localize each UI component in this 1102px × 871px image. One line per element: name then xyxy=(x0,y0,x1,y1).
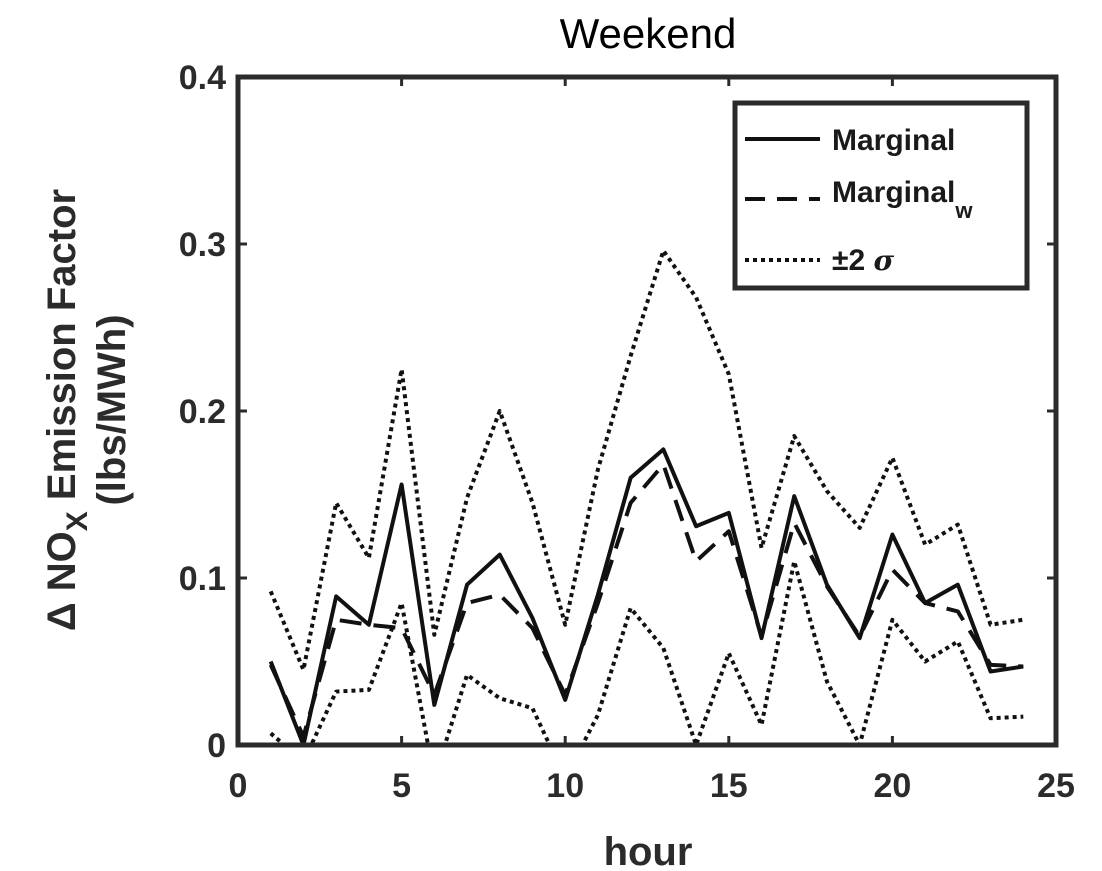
series-line-solid xyxy=(268,447,1024,745)
legend-label-sigma-main: ±2 xyxy=(832,244,873,277)
x-tick-label: 15 xyxy=(710,767,748,805)
y-tick-label: 0.3 xyxy=(179,226,226,264)
y-tick-label: 0.2 xyxy=(179,393,226,431)
legend-entry-marginal-w: Marginalw xyxy=(745,176,973,223)
ticks-layer: 0 5 10 15 20 25 0 0.1 0.2 0.3 0.4 xyxy=(179,59,1075,805)
y-tick-label: 0.4 xyxy=(179,59,226,97)
chart-title: Weekend xyxy=(560,10,737,57)
legend-label-marginal-w-main: Marginal xyxy=(832,176,955,209)
legend-box xyxy=(732,100,1030,291)
x-tick-label: 10 xyxy=(546,767,584,805)
legend-label-sigma: ±2 σ xyxy=(832,244,894,277)
legend-label-sigma-symbol: σ xyxy=(873,244,894,277)
legend-label-marginal: Marginal xyxy=(832,124,955,157)
series-line-dotted-lower xyxy=(269,559,1024,745)
series-line-dashed xyxy=(268,462,1024,739)
x-tick-label: 20 xyxy=(873,767,911,805)
y-axis-title-prefix: Δ NO xyxy=(40,531,84,631)
x-axis-title: hour xyxy=(604,830,693,871)
legend-label-marginal-w: Marginalw xyxy=(832,176,973,223)
legend-entry-marginal: Marginal xyxy=(745,124,955,157)
x-tick-label: 0 xyxy=(229,767,248,805)
series-layer xyxy=(268,248,1024,745)
y-tick-label: 0.1 xyxy=(179,560,226,598)
legend-label-marginal-w-sub: w xyxy=(954,198,973,223)
x-tick-label: 5 xyxy=(392,767,411,805)
y-tick-label: 0 xyxy=(207,727,226,765)
y-axis-title-line2: (lbs/MWh) xyxy=(90,314,134,505)
legend-entry-sigma: ±2 σ xyxy=(745,244,894,277)
y-axis-title: Δ NOX Emission Factor (lbs/MWh) xyxy=(40,189,134,631)
y-axis-title-suffix: Emission Factor xyxy=(40,189,84,511)
y-axis-title-subscript: X xyxy=(61,511,94,531)
series-line-dotted-upper xyxy=(268,248,1024,672)
x-tick-label: 25 xyxy=(1037,767,1075,805)
svg-text:Δ NOX Emission Factor: Δ NOX Emission Factor xyxy=(40,189,94,631)
legend: Marginal Marginalw ±2 σ xyxy=(732,100,1030,291)
